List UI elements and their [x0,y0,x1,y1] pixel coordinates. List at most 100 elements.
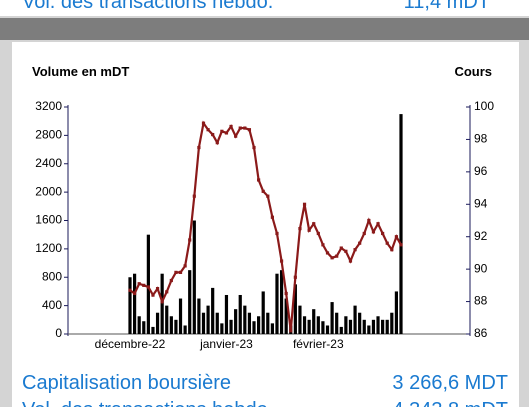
price-marker [257,178,261,182]
row-value: 4 343,8 mDT [392,399,508,407]
price-marker [362,231,366,236]
price-marker [270,215,274,219]
bar [151,326,155,334]
price-marker [390,248,394,252]
y-tick-label: 400 [42,298,62,312]
price-marker [266,194,270,198]
y2-tick-label: 90 [474,261,488,275]
bar [339,326,343,334]
chart-panel [12,42,519,407]
y-tick-label: 2000 [35,184,62,198]
bar [307,319,311,334]
top-value: 11,4 mDT [404,0,490,13]
bar [211,287,215,334]
price-marker [261,189,265,193]
price-marker [348,259,353,263]
price-marker [178,270,183,274]
price-marker [201,121,206,125]
price-marker [298,227,302,231]
price-marker [335,254,339,258]
price-marker [211,132,215,137]
row-value: 3 266,6 MDT [392,372,508,394]
bar [201,312,206,334]
price-marker [243,126,247,130]
x-tick-label: décembre-22 [95,337,166,351]
bar [146,234,150,334]
price-marker [316,231,320,236]
bar [358,312,362,334]
bar [243,305,247,334]
price-marker [284,291,288,296]
bar [178,298,183,334]
price-marker [155,287,160,291]
bar [188,270,192,334]
price-marker [279,259,284,263]
bar [293,284,297,334]
bar [381,319,385,334]
y-tick-label: 2800 [35,128,62,142]
row-label: Capitalisation boursière [22,372,231,394]
bar [399,114,403,334]
price-marker [367,218,371,223]
price-marker [151,293,155,297]
price-marker [160,299,164,304]
bar [137,316,141,334]
price-marker [220,129,224,133]
price-marker [289,329,293,333]
bar [353,305,357,334]
bar [238,294,242,334]
bar [229,319,233,334]
y2-tick-label: 88 [474,294,488,308]
price-marker [229,124,233,129]
bar [261,291,265,334]
price-marker [381,231,385,236]
bar [302,316,307,334]
bar [197,298,201,334]
top-panel [0,0,529,16]
price-marker [275,231,279,236]
price-marker [192,194,196,198]
price-marker [353,248,357,252]
bar [142,321,146,334]
bar [155,312,160,334]
bar [298,305,302,334]
bar [335,312,339,334]
y-axis-title: Volume en mDT [32,64,129,79]
price-marker [132,291,137,296]
price-marker [142,283,146,287]
price-marker [146,285,150,289]
bar [224,294,229,334]
price-marker [165,290,169,294]
bar [132,273,137,334]
bar [234,309,238,334]
price-marker [169,278,173,283]
bar [316,316,320,334]
bar [312,309,316,334]
bar [367,325,371,334]
bar [348,319,353,334]
price-marker [376,222,380,226]
price-marker [339,246,343,250]
y-tick-label: 1200 [35,241,62,255]
y2-tick-label: 86 [474,326,488,340]
price-marker [302,202,307,206]
y-tick-label: 1600 [35,213,62,227]
bar [183,325,187,334]
bar [247,312,252,334]
bar [215,312,219,334]
price-marker [197,145,201,150]
price-marker [137,282,141,286]
bar [390,312,394,334]
price-marker [234,134,238,138]
price-marker [206,128,210,132]
separator [0,18,529,40]
price-marker [307,228,311,232]
bar [270,323,274,334]
y-tick-label: 0 [55,326,62,340]
bar [330,302,334,334]
y2-tick-label: 92 [474,229,488,243]
price-marker [371,230,376,234]
bar [275,273,279,334]
bar [128,277,132,334]
